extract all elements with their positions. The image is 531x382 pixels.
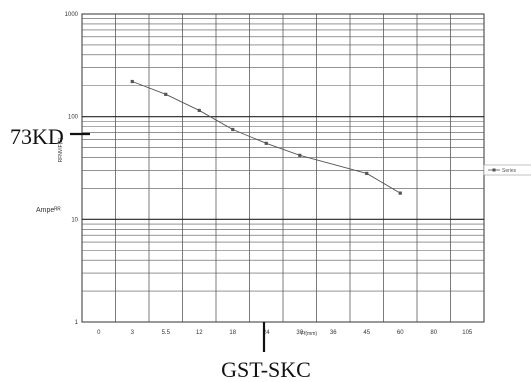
data-point xyxy=(264,141,268,145)
x-tick-label: 5.5 xyxy=(162,330,171,336)
side-label: Ampeᴿᴿ xyxy=(36,207,61,214)
legend-marker xyxy=(492,168,496,172)
series-segment xyxy=(232,129,267,144)
legend-label: Series xyxy=(502,168,517,174)
x-tick-label: 30 xyxy=(296,330,303,336)
x-axis-title: Ff(mm) xyxy=(301,331,317,337)
y-tick-label: 1 xyxy=(75,320,79,326)
series-segment xyxy=(299,154,367,174)
x-tick-label: 12 xyxy=(196,330,203,336)
x-tick-labels: 0 3 5.5 12 18 24 30 36 45 60 80 105 xyxy=(97,330,473,336)
series-segment xyxy=(366,173,401,194)
data-point xyxy=(164,92,168,96)
series-segment xyxy=(132,81,166,95)
grid xyxy=(81,13,485,323)
x-tick-label: 0 xyxy=(97,330,101,336)
x-tick-label: 24 xyxy=(263,330,270,336)
x-tick-label: 3 xyxy=(131,330,135,336)
data-point xyxy=(197,108,201,113)
data-point xyxy=(130,79,134,84)
series-segment xyxy=(165,93,200,111)
x-tick-label: 36 xyxy=(330,330,337,336)
data-point xyxy=(298,153,302,157)
y-axis-title: RFNVIF(E) xyxy=(58,137,64,162)
y-tick-label: 1000 xyxy=(65,12,79,18)
x-tick-label: 105 xyxy=(462,330,473,336)
data-point xyxy=(398,191,402,195)
x-tick-label: 18 xyxy=(229,330,236,336)
data-point xyxy=(231,127,235,132)
series-segment xyxy=(266,142,300,156)
x-tick-label: 60 xyxy=(397,330,404,336)
y-tick-labels: 1 10 100 1000 xyxy=(65,12,79,326)
series-points xyxy=(130,79,402,195)
series-segment xyxy=(199,110,233,130)
y-tick-label: 100 xyxy=(68,115,79,121)
legend: Series xyxy=(483,164,531,176)
legend-box xyxy=(483,164,531,176)
bottom-code-label: GST-SKC xyxy=(221,357,311,382)
y-tick-label: 10 xyxy=(71,217,78,223)
left-code-label: 73KD xyxy=(10,124,64,149)
x-tick-label: 45 xyxy=(363,330,370,336)
series-lines xyxy=(132,81,401,194)
x-tick-label: 80 xyxy=(430,330,437,336)
data-point xyxy=(365,171,369,176)
